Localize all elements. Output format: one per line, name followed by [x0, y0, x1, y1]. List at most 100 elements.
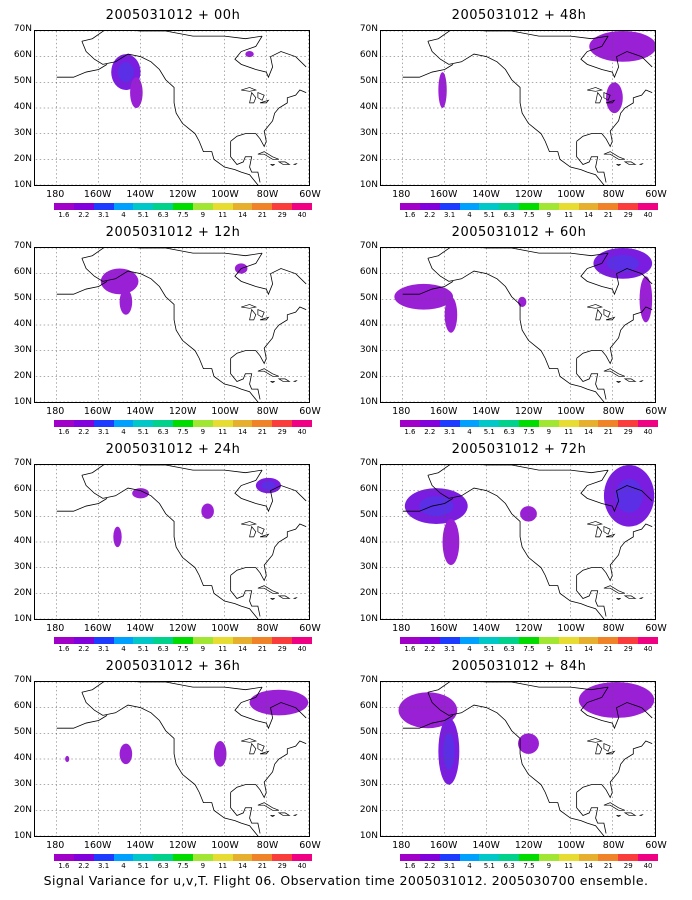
- colorbar-label: 11: [218, 645, 228, 653]
- colorbar-label: 21: [603, 211, 613, 219]
- colorbar-swatch: [598, 637, 619, 644]
- variance-core: [418, 496, 454, 516]
- coastline: [402, 715, 454, 729]
- colorbar-swatch: [232, 203, 253, 210]
- colorbar-label: 2.2: [424, 645, 436, 653]
- colorbar-label: 9: [546, 645, 552, 653]
- longitude-label: 100W: [557, 840, 585, 851]
- island-or-lake-outline: [587, 521, 603, 526]
- island-or-lake-outline: [270, 815, 275, 817]
- island-or-lake-outline: [623, 812, 637, 816]
- colorbar-label: 29: [623, 645, 633, 653]
- colorbar-label: 9: [200, 862, 206, 870]
- colorbar-label: 6.3: [157, 211, 169, 219]
- coastline: [56, 281, 108, 295]
- variance-core: [443, 732, 455, 770]
- figure-caption: Signal Variance for u,v,T. Flight 06. Ob…: [43, 873, 649, 888]
- variance-region: [65, 755, 70, 763]
- colorbar-label: 11: [564, 428, 574, 436]
- coastline: [427, 682, 609, 693]
- longitude-label: 180: [392, 840, 411, 851]
- variance-region: [442, 518, 460, 566]
- longitude-label: 160W: [429, 189, 458, 200]
- longitude-label: 100W: [557, 623, 585, 634]
- colorbar-swatch: [598, 420, 619, 427]
- colorbar-label: 29: [623, 862, 633, 870]
- island-or-lake-outline: [639, 380, 644, 382]
- island-or-lake-outline: [277, 812, 291, 816]
- colorbar-swatch: [419, 854, 440, 861]
- variance-region: [201, 503, 214, 519]
- latitude-label: 70N: [359, 458, 378, 468]
- colorbar-swatch: [252, 637, 273, 644]
- island-or-lake-outline: [603, 585, 626, 594]
- colorbar: [54, 203, 312, 210]
- island-or-lake-outline: [293, 814, 298, 816]
- map-canvas: [381, 465, 655, 619]
- colorbar-swatch: [519, 203, 539, 210]
- island-or-lake-outline: [259, 533, 270, 538]
- colorbar-label: 40: [297, 645, 307, 653]
- coastline: [230, 141, 261, 183]
- colorbar-swatch: [459, 854, 480, 861]
- map-panel: 2005031012 + 60h 70N 60N 50N 40N 30N 20N 10N 180…: [346, 217, 692, 436]
- panel-title: 2005031012 + 60h: [451, 225, 587, 240]
- colorbar-label: 7.5: [523, 645, 535, 653]
- colorbar-swatch: [272, 854, 293, 861]
- latitude-label: 20N: [13, 805, 32, 815]
- colorbar-swatch: [192, 637, 213, 644]
- latitude-label: 50N: [13, 727, 32, 737]
- variance-core: [261, 481, 276, 490]
- colorbar-label: 3.1: [98, 645, 110, 653]
- latitude-label: 10N: [359, 397, 378, 407]
- coastline: [81, 258, 259, 402]
- coastline: [56, 715, 108, 729]
- island-or-lake-outline: [587, 304, 603, 309]
- colorbar-swatch: [113, 854, 134, 861]
- variance-region: [113, 526, 122, 548]
- map-frame: [380, 30, 656, 186]
- colorbar-label: 40: [297, 862, 307, 870]
- island-or-lake-outline: [623, 378, 637, 382]
- colorbar-swatch: [519, 854, 539, 861]
- variance-region: [394, 283, 454, 310]
- map-frame: [380, 247, 656, 403]
- coastline: [576, 306, 653, 365]
- variance-region: [119, 289, 133, 315]
- coastline: [230, 89, 307, 148]
- coastline: [576, 792, 607, 834]
- variance-region: [639, 276, 653, 323]
- colorbar-swatch: [173, 637, 193, 644]
- latitude-label: 50N: [13, 293, 32, 303]
- colorbar-swatch: [192, 854, 213, 861]
- longitude-label: 100W: [211, 623, 239, 634]
- colorbar-label: 29: [277, 211, 287, 219]
- colorbar-swatch: [272, 420, 293, 427]
- colorbar-label: 40: [643, 862, 653, 870]
- colorbar-swatch: [439, 637, 460, 644]
- colorbar-label: 5.1: [483, 211, 495, 219]
- longitude-label: 100W: [211, 406, 239, 417]
- colorbar-label: 7.5: [177, 862, 189, 870]
- colorbar-swatch: [638, 637, 658, 644]
- colorbar-label: 4: [121, 211, 126, 219]
- longitude-label: 80W: [256, 406, 279, 417]
- colorbar-swatch: [459, 420, 480, 427]
- colorbar-label: 3.1: [444, 645, 456, 653]
- colorbar-label: 3.1: [98, 862, 110, 870]
- colorbar-swatch: [113, 203, 134, 210]
- latitude-label: 70N: [13, 24, 32, 34]
- island-or-lake-outline: [293, 163, 298, 165]
- colorbar-swatch: [232, 637, 253, 644]
- colorbar-label: 7.5: [177, 645, 189, 653]
- latitude-label: 50N: [359, 510, 378, 520]
- coastline: [81, 475, 259, 619]
- map-panel: 2005031012 + 00h 70N 60N 50N 40N 30N 20N 10N 180…: [0, 0, 346, 219]
- map-canvas: [381, 248, 655, 402]
- map-canvas: [381, 682, 655, 836]
- variance-core: [615, 478, 643, 513]
- colorbar-swatch: [598, 203, 619, 210]
- latitude-label: 10N: [359, 180, 378, 190]
- island-or-lake-outline: [257, 368, 280, 377]
- colorbar-swatch: [538, 203, 559, 210]
